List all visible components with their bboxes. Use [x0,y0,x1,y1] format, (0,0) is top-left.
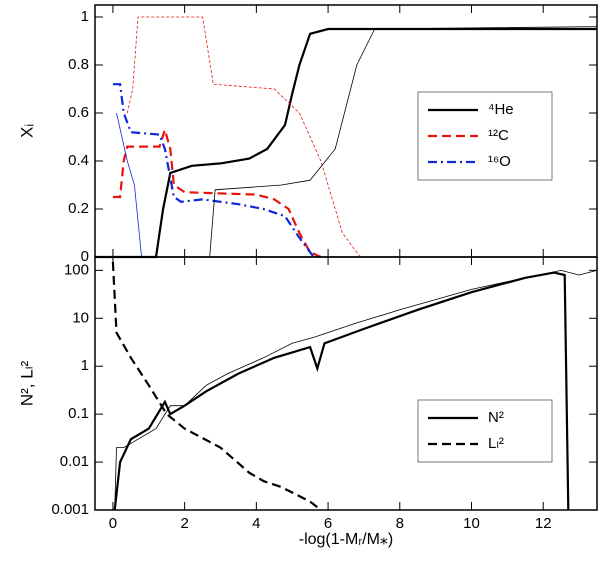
y-tick-label: 0.8 [68,56,89,73]
y-tick-label: 100 [64,261,89,278]
x-tick-label: 0 [109,515,117,532]
legend-label: Lₗ² [488,435,504,452]
legend-box [417,399,553,463]
x-tick-label: 6 [324,515,332,532]
y-tick-label: 0.6 [68,104,89,121]
series-line [95,26,598,258]
x-axis-label: -log(1-Mᵣ/M⁎) [299,531,394,548]
y-tick-label: 0.1 [68,405,89,422]
y-tick-label: 0.2 [68,200,89,217]
series-line [112,83,315,258]
y-tick-label: 0.001 [51,501,89,518]
x-tick-label: 8 [396,515,404,532]
y-tick-label: 0.01 [60,453,89,470]
series-line [126,16,361,258]
series-line [111,261,322,511]
legend-label: ⁴He [488,101,514,118]
x-tick-label: 10 [463,515,480,532]
y-tick-label: 10 [72,309,89,326]
x-tick-label: 4 [252,515,260,532]
y-tick-label: 1 [81,8,89,25]
series-line [95,27,597,259]
y-tick-label: 0.4 [68,152,89,169]
legend-label: N² [488,409,504,426]
y-axis-label: Xᵢ [17,124,36,138]
legend-label: ¹²C [488,127,509,144]
series-line [113,271,570,511]
legend-label: ¹⁶O [488,153,511,170]
y-axis-label: N², Lₗ² [17,361,36,407]
x-tick-label: 12 [535,515,552,532]
legend-box [417,91,553,181]
plot-frame [94,256,598,511]
y-tick-label: 1 [81,357,89,374]
series-line [116,112,142,258]
x-tick-label: 2 [180,515,188,532]
y-tick-label: 0 [81,248,89,265]
series-line [112,125,322,259]
series-line [114,269,598,511]
